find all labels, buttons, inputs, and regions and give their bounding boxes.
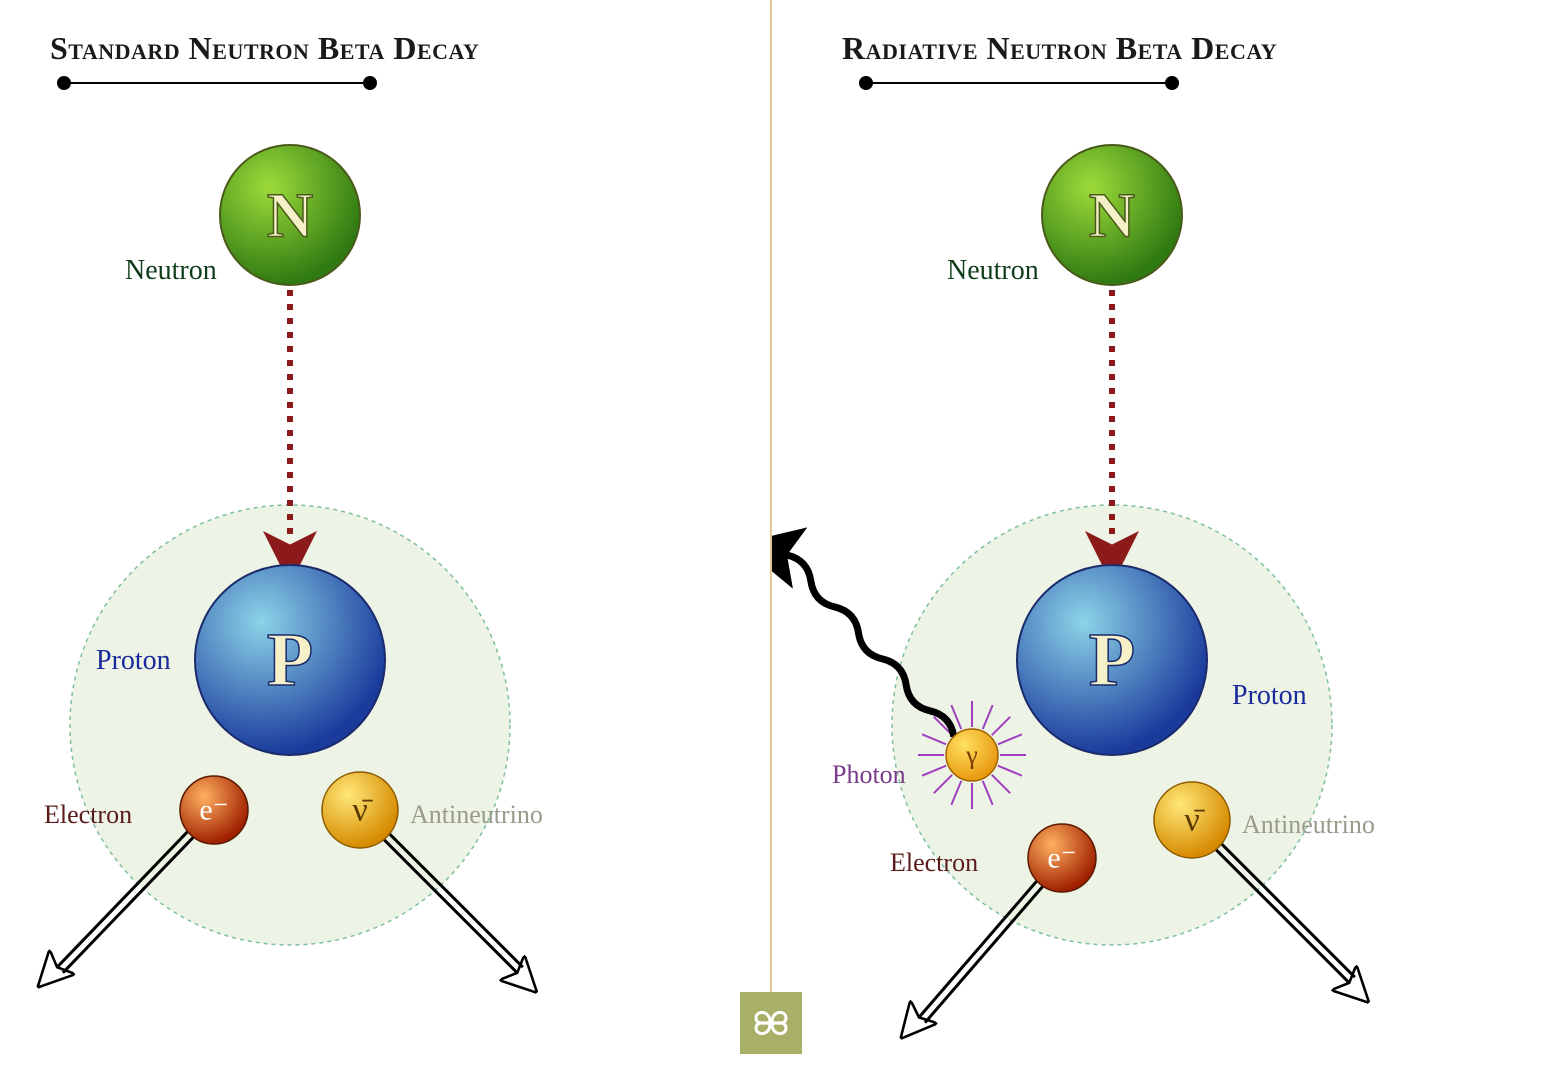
left-neutron-symbol: N	[267, 180, 313, 251]
left-electron-label: Electron	[44, 800, 132, 830]
right-neutron-label: Neutron	[947, 255, 1039, 287]
right-proton-symbol: P	[1089, 618, 1135, 702]
right-scene: N P γ e⁻ ν̄	[772, 0, 1542, 1065]
left-proton-symbol: P	[267, 618, 313, 702]
left-antineutrino-label: Antineutrino	[410, 800, 543, 830]
left-proton-label: Proton	[96, 645, 171, 677]
right-proton-label: Proton	[1232, 680, 1307, 712]
panel-radiative-decay: Radiative Neutron Beta Decay N P	[772, 0, 1542, 1065]
right-neutron-symbol: N	[1089, 180, 1135, 251]
left-neutron-label: Neutron	[125, 255, 217, 287]
right-electron-symbol: e⁻	[1047, 842, 1076, 875]
right-photon-symbol: γ	[965, 741, 978, 770]
right-electron-label: Electron	[890, 848, 978, 878]
right-photon-label: Photon	[832, 760, 906, 790]
left-electron-symbol: e⁻	[199, 794, 228, 827]
right-antineutrino-label: Antineutrino	[1242, 810, 1375, 840]
left-scene: N P e⁻ ν̄	[0, 0, 770, 1065]
panel-standard-decay: Standard Neutron Beta Decay N P e⁻	[0, 0, 770, 1065]
